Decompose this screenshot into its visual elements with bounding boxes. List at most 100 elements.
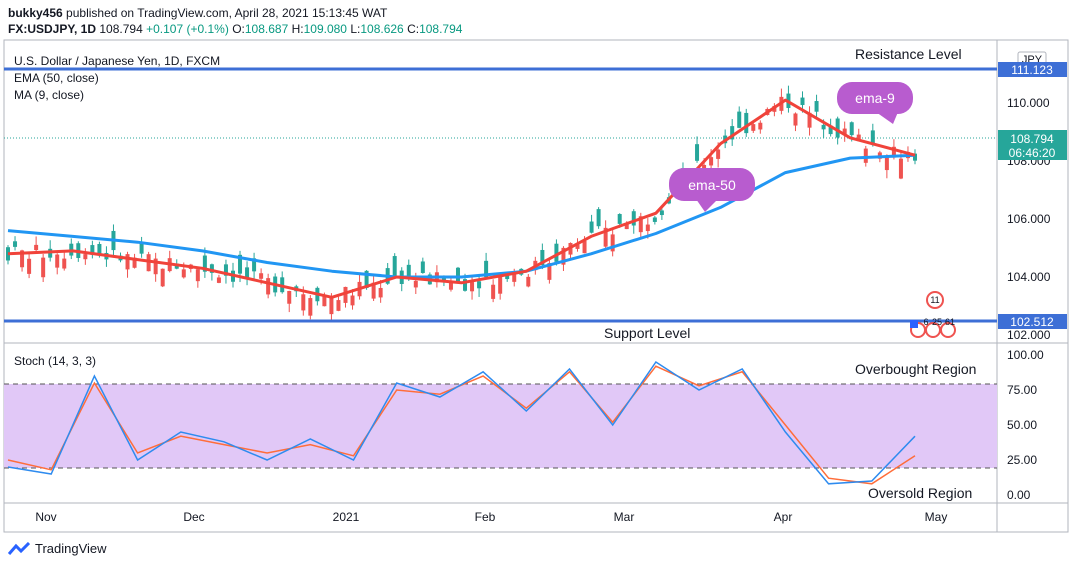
candle-body (821, 124, 826, 130)
stoch-tick-0: 0.00 (1007, 488, 1031, 502)
last-price-value: 108.794 (1010, 132, 1054, 146)
candle-body (596, 209, 601, 227)
ema9-callout: ema-9 (837, 82, 913, 124)
symbol-label: FX:USDJPY, 1D (8, 22, 97, 36)
candle-body (554, 243, 559, 262)
y-tick-102: 102.000 (1007, 328, 1051, 342)
stoch-tick-75: 75.00 (1007, 383, 1037, 397)
candle-body (322, 295, 327, 307)
publisher-user[interactable]: bukky456 (8, 6, 63, 20)
candle-body (793, 113, 798, 126)
candle-body (266, 278, 271, 295)
candle-body (441, 276, 446, 282)
candle-body (526, 276, 531, 287)
price-axis[interactable]: JPY 110.000 108.000 106.000 104.000 102.… (998, 51, 1067, 342)
x-tick-apr: Apr (774, 510, 793, 524)
footer-brand[interactable]: TradingView (35, 541, 107, 556)
candle-body (891, 146, 896, 158)
candle-body (6, 247, 10, 261)
candle-body (13, 241, 18, 247)
candle-body (301, 294, 306, 311)
candle-body (392, 256, 397, 276)
x-tick-mar: Mar (614, 510, 635, 524)
candle-body (505, 274, 510, 280)
stoch-title: Stoch (14, 3, 3) (14, 354, 96, 368)
candle-body (842, 128, 847, 135)
candle-body (209, 264, 214, 273)
candle-body (420, 261, 425, 274)
candle-body (491, 284, 496, 299)
stoch-tick-50: 50.00 (1007, 418, 1037, 432)
time-axis[interactable]: Nov Dec 2021 Feb Mar Apr May (35, 510, 947, 524)
publish-info: published on TradingView.com, April 28, … (66, 6, 388, 20)
stoch-k-line (7, 360, 916, 485)
support-label: Support Level (604, 325, 690, 341)
high-value: 109.080 (303, 22, 347, 36)
candle-body (364, 270, 369, 288)
resistance-price: 111.123 (1011, 63, 1053, 77)
close-label: C: (407, 22, 420, 36)
candle-body (132, 257, 137, 268)
last-price: 108.794 (99, 22, 143, 36)
oversold-label: Oversold Region (868, 485, 972, 501)
candle-body (512, 273, 517, 282)
candle-body (83, 254, 88, 260)
overbought-label: Overbought Region (855, 361, 976, 377)
tradingview-logo-icon (8, 541, 30, 555)
candle-body (856, 134, 861, 142)
candle-body (561, 247, 566, 265)
candle-body (350, 295, 355, 306)
candle-body (484, 260, 489, 278)
candle-body (645, 224, 650, 232)
price-change: +0.107 (+0.1%) (146, 22, 229, 36)
stoch-tick-100: 100.00 (1007, 348, 1044, 362)
candle-body (498, 274, 503, 294)
stoch-band (4, 384, 997, 468)
candle-body (575, 244, 580, 249)
candle-body (659, 210, 664, 216)
candle-body (216, 277, 221, 283)
candle-body (870, 130, 875, 144)
low-value: 108.626 (360, 22, 404, 36)
candle-body (181, 269, 186, 278)
candle-body (744, 112, 749, 134)
candle-body (90, 245, 95, 255)
ohlc-line: FX:USDJPY, 1D 108.794 +0.107 (+0.1%) O: 1… (8, 22, 462, 36)
support-price: 102.512 (1010, 315, 1054, 329)
resistance-label: Resistance Level (855, 46, 962, 62)
ma9-line (7, 98, 916, 299)
y-tick-106: 106.000 (1007, 212, 1051, 226)
candle-body (898, 158, 903, 179)
candle-body (652, 217, 657, 222)
candle-body (884, 156, 889, 171)
candle-body (589, 221, 594, 233)
candle-body (125, 254, 130, 270)
candle-body (863, 148, 868, 163)
candle-body (737, 111, 742, 128)
legend-ma: MA (9, close) (14, 88, 84, 102)
high-label: H: (291, 22, 304, 36)
footer[interactable]: TradingView (8, 541, 107, 556)
candle-body (55, 254, 60, 268)
candle-body (413, 280, 418, 288)
publisher-line: bukky456 published on TradingView.com, A… (8, 6, 387, 20)
candle-body (540, 249, 545, 266)
candle-body (547, 263, 552, 280)
open-label: O: (232, 22, 245, 36)
candle-body (716, 149, 721, 159)
candle-body (913, 153, 917, 161)
candle-body (463, 279, 468, 291)
event-markers[interactable]: 11 6 25 61 (910, 291, 956, 338)
stoch-panel: Stoch (14, 3, 3) Overbought Region Overs… (7, 348, 1044, 502)
resistance-price-tag (998, 62, 1067, 77)
ema9-callout-text: ema-9 (855, 90, 895, 106)
candle-body (160, 268, 165, 287)
candle-body (371, 282, 376, 299)
candle-body (477, 281, 482, 289)
ema50-callout: ema-50 (669, 168, 755, 212)
candle-body (34, 244, 39, 251)
candle-body (455, 267, 460, 283)
x-tick-feb: Feb (475, 510, 496, 524)
candle-body (603, 227, 608, 247)
